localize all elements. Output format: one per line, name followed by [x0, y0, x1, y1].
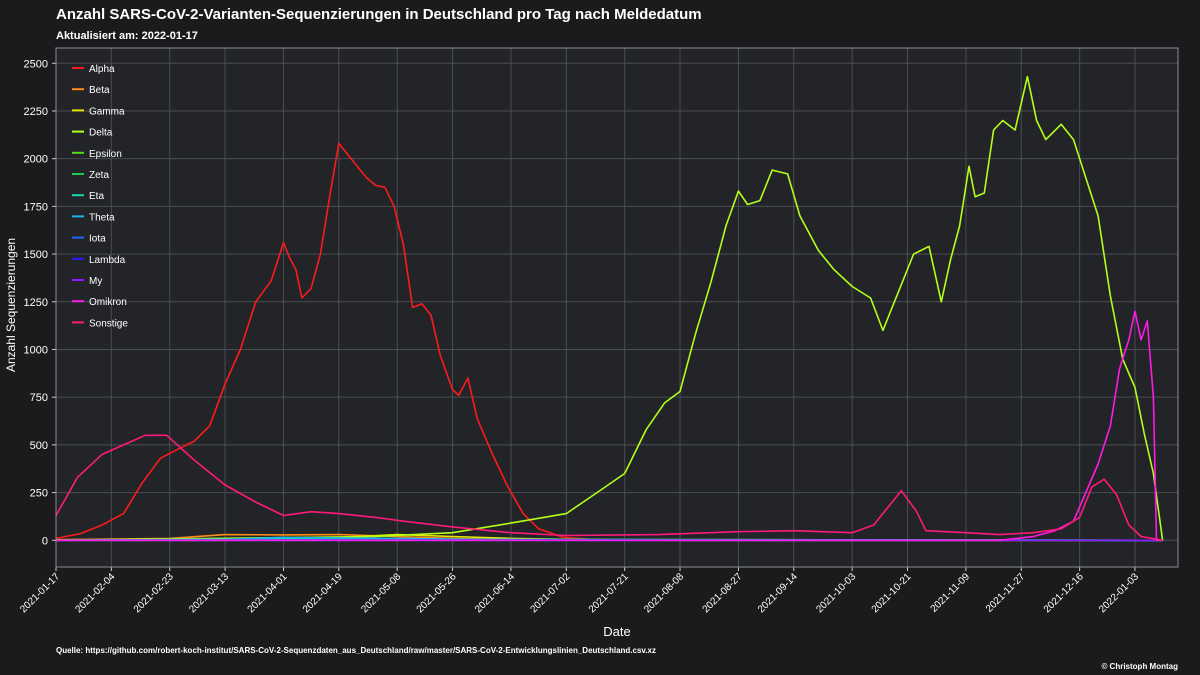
series-line-alpha [55, 142, 1163, 542]
y-tick-label: 1750 [24, 201, 48, 213]
legend-label-lambda: Lambda [89, 255, 126, 266]
y-tick-label: 500 [30, 440, 48, 452]
x-tick-label: 2021-02-04 [74, 571, 118, 615]
legend: Alpha Beta Gamma Delta Epsilon Zeta Eta Theta Io… [72, 64, 128, 329]
y-tick-label: 0 [42, 535, 48, 547]
y-tick-label: 750 [30, 392, 48, 404]
credit: © Christoph Montag [1101, 662, 1178, 671]
legend-label-my: My [89, 276, 102, 287]
x-tick-label: 2021-06-14 [473, 571, 517, 615]
x-tick-label: 2021-03-13 [187, 571, 231, 615]
y-tick-label: 2250 [24, 106, 48, 118]
legend-label-zeta: Zeta [89, 170, 109, 181]
series-line-sonstige [55, 434, 1163, 542]
y-tick-label: 250 [30, 488, 48, 500]
x-tick-label: 2021-08-27 [701, 571, 745, 615]
x-tick-label: 2021-10-03 [814, 571, 858, 615]
x-tick-label: 2022-01-03 [1097, 571, 1141, 615]
y-tick-label: 2500 [24, 58, 48, 70]
series-line-omikron [56, 310, 1163, 542]
plot-border [55, 47, 1179, 568]
x-tick-label: 2021-09-14 [756, 571, 800, 615]
plot-area [56, 48, 1178, 567]
legend-label-sonstige: Sonstige [89, 318, 128, 329]
x-tick-label: 2021-05-26 [415, 571, 459, 615]
legend-label-beta: Beta [89, 85, 110, 96]
series-line-delta [55, 75, 1164, 542]
updated-date: Aktualisiert am: 2022-01-17 [56, 30, 198, 42]
x-tick-label: 2021-02-23 [132, 571, 176, 615]
x-axis-label: Date [603, 624, 630, 639]
y-tick-label: 1250 [24, 297, 48, 309]
legend-label-gamma: Gamma [89, 106, 125, 117]
legend-label-alpha: Alpha [89, 64, 115, 75]
x-tick-label: 2021-10-21 [870, 571, 914, 615]
x-tick-label: 2021-01-17 [18, 571, 62, 615]
legend-label-theta: Theta [89, 212, 115, 223]
chart-title: Anzahl SARS-CoV-2-Varianten-Sequenzierun… [56, 6, 702, 23]
legend-label-omikron: Omikron [89, 297, 127, 308]
y-tick-label: 1500 [24, 249, 48, 261]
x-tick-label: 2021-11-27 [984, 571, 1028, 615]
x-tick-label: 2021-08-08 [642, 571, 686, 615]
y-tick-label: 1000 [24, 344, 48, 356]
series-lines [55, 75, 1164, 542]
legend-label-epsilon: Epsilon [89, 149, 122, 160]
x-tick-label: 2021-07-21 [587, 571, 631, 615]
legend-label-delta: Delta [89, 128, 113, 139]
legend-label-eta: Eta [89, 191, 104, 202]
x-tick-label: 2021-07-02 [528, 571, 572, 615]
x-tick-label: 2021-11-09 [929, 571, 973, 615]
x-tick-label: 2021-05-08 [359, 571, 403, 615]
x-tick-label: 2021-12-16 [1042, 571, 1086, 615]
x-tick-label: 2021-04-01 [246, 571, 290, 615]
y-axis-label: Anzahl Sequenzierungen [4, 238, 18, 372]
y-tick-label: 2000 [24, 154, 48, 166]
legend-label-iota: Iota [89, 234, 106, 245]
data-source: Quelle: https://github.com/robert-koch-i… [56, 646, 656, 655]
x-tick-label: 2021-04-19 [301, 571, 345, 615]
